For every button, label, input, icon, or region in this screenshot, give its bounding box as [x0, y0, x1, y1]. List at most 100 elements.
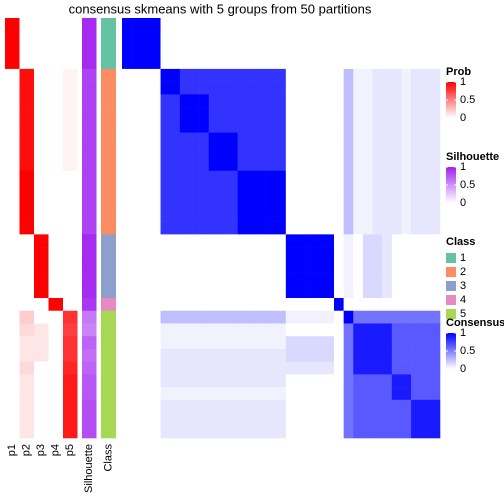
consensus-cell [391, 158, 402, 172]
consensus-cell [122, 387, 132, 401]
consensus-cell [266, 18, 277, 32]
consensus-cell [343, 119, 354, 133]
consensus-cell [208, 119, 219, 133]
consensus-cell [372, 107, 383, 121]
consensus-cell [170, 412, 181, 426]
consensus-cell [420, 183, 431, 197]
consensus-cell [131, 221, 142, 235]
silhouette-cell [82, 170, 97, 184]
consensus-cell [256, 361, 267, 375]
silhouette-cell [82, 30, 97, 44]
prob-cell [5, 412, 20, 426]
consensus-cell [362, 170, 373, 184]
consensus-cell [131, 107, 142, 121]
consensus-cell [131, 310, 142, 324]
consensus-cell [141, 221, 152, 235]
consensus-cell [391, 68, 402, 82]
consensus-cell [285, 81, 296, 95]
silhouette-cell [82, 196, 97, 210]
consensus-cell [189, 94, 200, 108]
consensus-cell [391, 170, 402, 184]
consensus-cell [266, 336, 277, 350]
consensus-cell [237, 208, 248, 222]
consensus-cell [401, 399, 412, 413]
consensus-cell [276, 30, 287, 44]
prob-cell [34, 399, 49, 413]
prob-cell [48, 119, 63, 133]
consensus-cell [160, 425, 171, 439]
consensus-cell [170, 285, 181, 299]
consensus-cell [122, 323, 132, 337]
consensus-cell [372, 361, 383, 375]
consensus-cell [343, 170, 354, 184]
consensus-cell [199, 18, 210, 32]
consensus-cell [160, 208, 171, 222]
consensus-cell [285, 348, 296, 362]
prob-cell [34, 272, 49, 286]
consensus-cell [122, 208, 132, 222]
prob-cell [63, 247, 78, 261]
consensus-cell [343, 425, 354, 439]
class-cell [101, 323, 116, 337]
consensus-cell [256, 412, 267, 426]
legend-tick-label: 1 [460, 161, 466, 173]
consensus-cell [305, 30, 316, 44]
consensus-cell [141, 196, 152, 210]
prob-cell [48, 234, 63, 248]
consensus-cell [208, 336, 219, 350]
consensus-cell [391, 132, 402, 146]
consensus-cell [218, 94, 229, 108]
consensus-cell [391, 30, 402, 44]
prob-cell [5, 132, 20, 146]
consensus-cell [420, 43, 431, 57]
consensus-cell [179, 285, 190, 299]
consensus-cell [324, 348, 335, 362]
consensus-cell [362, 107, 373, 121]
consensus-cell [247, 399, 258, 413]
consensus-cell [411, 30, 422, 44]
consensus-cell [430, 107, 441, 121]
consensus-cell [276, 43, 287, 57]
prob-cell [34, 158, 49, 172]
consensus-cell [285, 170, 296, 184]
consensus-cell [247, 247, 258, 261]
prob-cell [5, 43, 20, 57]
consensus-cell [314, 94, 325, 108]
consensus-cell [208, 399, 219, 413]
consensus-cell [334, 132, 344, 146]
consensus-cell [256, 158, 267, 172]
consensus-cell [420, 361, 431, 375]
consensus-cell [276, 348, 287, 362]
consensus-cell [334, 348, 344, 362]
consensus-cell [305, 107, 316, 121]
consensus-cell [266, 247, 277, 261]
consensus-cell [247, 348, 258, 362]
consensus-cell [160, 259, 171, 273]
consensus-cell [266, 68, 277, 82]
prob-cell [34, 336, 49, 350]
consensus-cell [420, 285, 431, 299]
consensus-cell [218, 374, 229, 388]
legend-swatch [446, 253, 456, 263]
consensus-cell [324, 158, 335, 172]
consensus-cell [295, 348, 306, 362]
consensus-cell [199, 259, 210, 273]
consensus-cell [343, 310, 354, 324]
consensus-cell [305, 221, 316, 235]
consensus-cell [160, 107, 171, 121]
consensus-cell [401, 30, 412, 44]
consensus-cell [362, 208, 373, 222]
consensus-cell [228, 68, 238, 82]
legend-title: Prob [446, 66, 471, 78]
consensus-cell [237, 234, 248, 248]
consensus-cell [353, 298, 364, 312]
consensus-cell [314, 425, 325, 439]
consensus-cell [199, 119, 210, 133]
prob-cell [5, 94, 20, 108]
consensus-cell [401, 119, 412, 133]
consensus-cell [122, 183, 132, 197]
consensus-cell [150, 221, 161, 235]
consensus-cell [382, 18, 393, 32]
consensus-cell [430, 221, 441, 235]
class-cell [101, 18, 116, 32]
